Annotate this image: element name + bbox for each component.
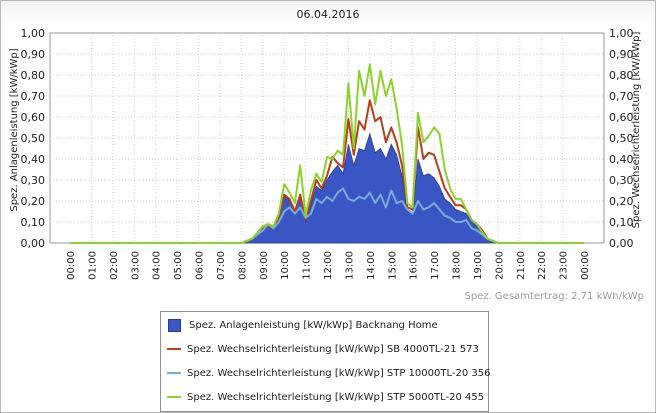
x-tick-label: 18:00 xyxy=(452,251,463,280)
y-tick-label-right: 0,90 xyxy=(609,48,634,61)
y-tick-label-right: 0,10 xyxy=(609,216,634,229)
y-tick-label-left: 1,00 xyxy=(21,27,46,40)
x-tick-label: 12:00 xyxy=(323,251,334,280)
x-tick-label: 05:00 xyxy=(173,251,184,280)
y-tick-label-right: 0,50 xyxy=(609,132,634,145)
x-tick-label: 19:00 xyxy=(473,251,484,280)
y-tick-label-left: 0,10 xyxy=(21,216,46,229)
chart-title: 06.04.2016 xyxy=(296,8,360,21)
total-yield-label: Spez. Gesamtertrag: 2,71 kWh/kWp xyxy=(464,291,644,302)
legend-item[interactable]: Spez. Wechselrichterleistung [kW/kWp] ST… xyxy=(167,364,490,382)
y-tick-label-right: 0,70 xyxy=(609,90,634,103)
y-tick-label-right: 0,20 xyxy=(609,195,634,208)
y-tick-label-left: 0,90 xyxy=(21,48,46,61)
x-tick-label: 00:00 xyxy=(580,251,591,280)
y-axis-right-label: Spez. Wechselrichterleistung [kW/kWp] xyxy=(631,32,642,229)
x-tick-label: 03:00 xyxy=(130,251,141,280)
x-tick-label: 16:00 xyxy=(409,251,420,280)
x-tick-label: 17:00 xyxy=(430,251,441,280)
x-tick-label: 20:00 xyxy=(494,251,505,280)
y-tick-label-left: 0,30 xyxy=(21,174,46,187)
x-tick-label: 07:00 xyxy=(216,251,227,280)
series-line-2 xyxy=(70,187,584,244)
legend-swatch-line xyxy=(167,372,181,374)
y-tick-label-right: 0,00 xyxy=(609,237,634,250)
y-tick-label-left: 0,70 xyxy=(21,90,46,103)
x-tick-label: 15:00 xyxy=(387,251,398,280)
x-tick-label: 13:00 xyxy=(344,251,355,280)
x-tick-label: 06:00 xyxy=(195,251,206,280)
legend-item[interactable]: Spez. Anlagenleistung [kW/kWp] Backnang … xyxy=(167,316,438,334)
x-tick-label: 10:00 xyxy=(280,251,291,280)
y-tick-label-left: 0,80 xyxy=(21,69,46,82)
y-tick-label-right: 0,80 xyxy=(609,69,634,82)
series-layer xyxy=(70,63,584,244)
axes: 0,00 0,00 0,10 0,10 0,20 0,20 0,30 0,30 0,40 0,40… xyxy=(21,27,634,280)
legend-swatch-area xyxy=(168,318,181,332)
y-tick-label-right: 0,60 xyxy=(609,111,634,124)
x-tick-label: 14:00 xyxy=(366,251,377,280)
legend-swatch-line xyxy=(167,396,181,398)
y-tick-label-right: 0,40 xyxy=(609,153,634,166)
legend-swatch-line xyxy=(167,348,181,350)
x-tick-label: 00:00 xyxy=(66,251,77,280)
x-tick-label: 09:00 xyxy=(259,251,270,280)
x-tick-label: 08:00 xyxy=(237,251,248,280)
legend-label: Spez. Wechselrichterleistung [kW/kWp] ST… xyxy=(187,391,485,403)
legend-label: Spez. Wechselrichterleistung [kW/kWp] ST… xyxy=(187,367,491,379)
x-tick-label: 01:00 xyxy=(87,251,98,280)
legend-label: Spez. Wechselrichterleistung [kW/kWp] SB… xyxy=(187,343,479,355)
x-tick-label: 21:00 xyxy=(516,251,527,280)
chart-svg: 0,00 0,00 0,10 0,10 0,20 0,20 0,30 0,30 0,40 0,40… xyxy=(9,27,642,280)
x-tick-label: 04:00 xyxy=(152,251,163,280)
y-tick-label-left: 0,40 xyxy=(21,153,46,166)
y-tick-label-left: 0,00 xyxy=(21,237,46,250)
y-tick-label-right: 0,30 xyxy=(609,174,634,187)
x-tick-label: 22:00 xyxy=(537,251,548,280)
x-tick-label: 11:00 xyxy=(302,251,313,280)
legend-item[interactable]: Spez. Wechselrichterleistung [kW/kWp] SB… xyxy=(167,340,479,358)
y-tick-label-right: 1,00 xyxy=(609,27,634,40)
x-tick-label: 23:00 xyxy=(559,251,570,280)
legend-item[interactable]: Spez. Wechselrichterleistung [kW/kWp] ST… xyxy=(167,388,484,406)
legend-label: Spez. Anlagenleistung [kW/kWp] Backnang … xyxy=(189,319,438,331)
y-tick-label-left: 0,50 xyxy=(21,132,46,145)
series-line-3 xyxy=(70,63,584,244)
y-tick-label-left: 0,60 xyxy=(21,111,46,124)
x-tick-label: 02:00 xyxy=(109,251,120,280)
series-line-1 xyxy=(70,99,584,244)
legend: Spez. Anlagenleistung [kW/kWp] Backnang … xyxy=(160,311,490,412)
y-tick-label-left: 0,20 xyxy=(21,195,46,208)
y-axis-left-label: Spez. Anlagenleistung [kW/kWp] xyxy=(9,48,20,211)
